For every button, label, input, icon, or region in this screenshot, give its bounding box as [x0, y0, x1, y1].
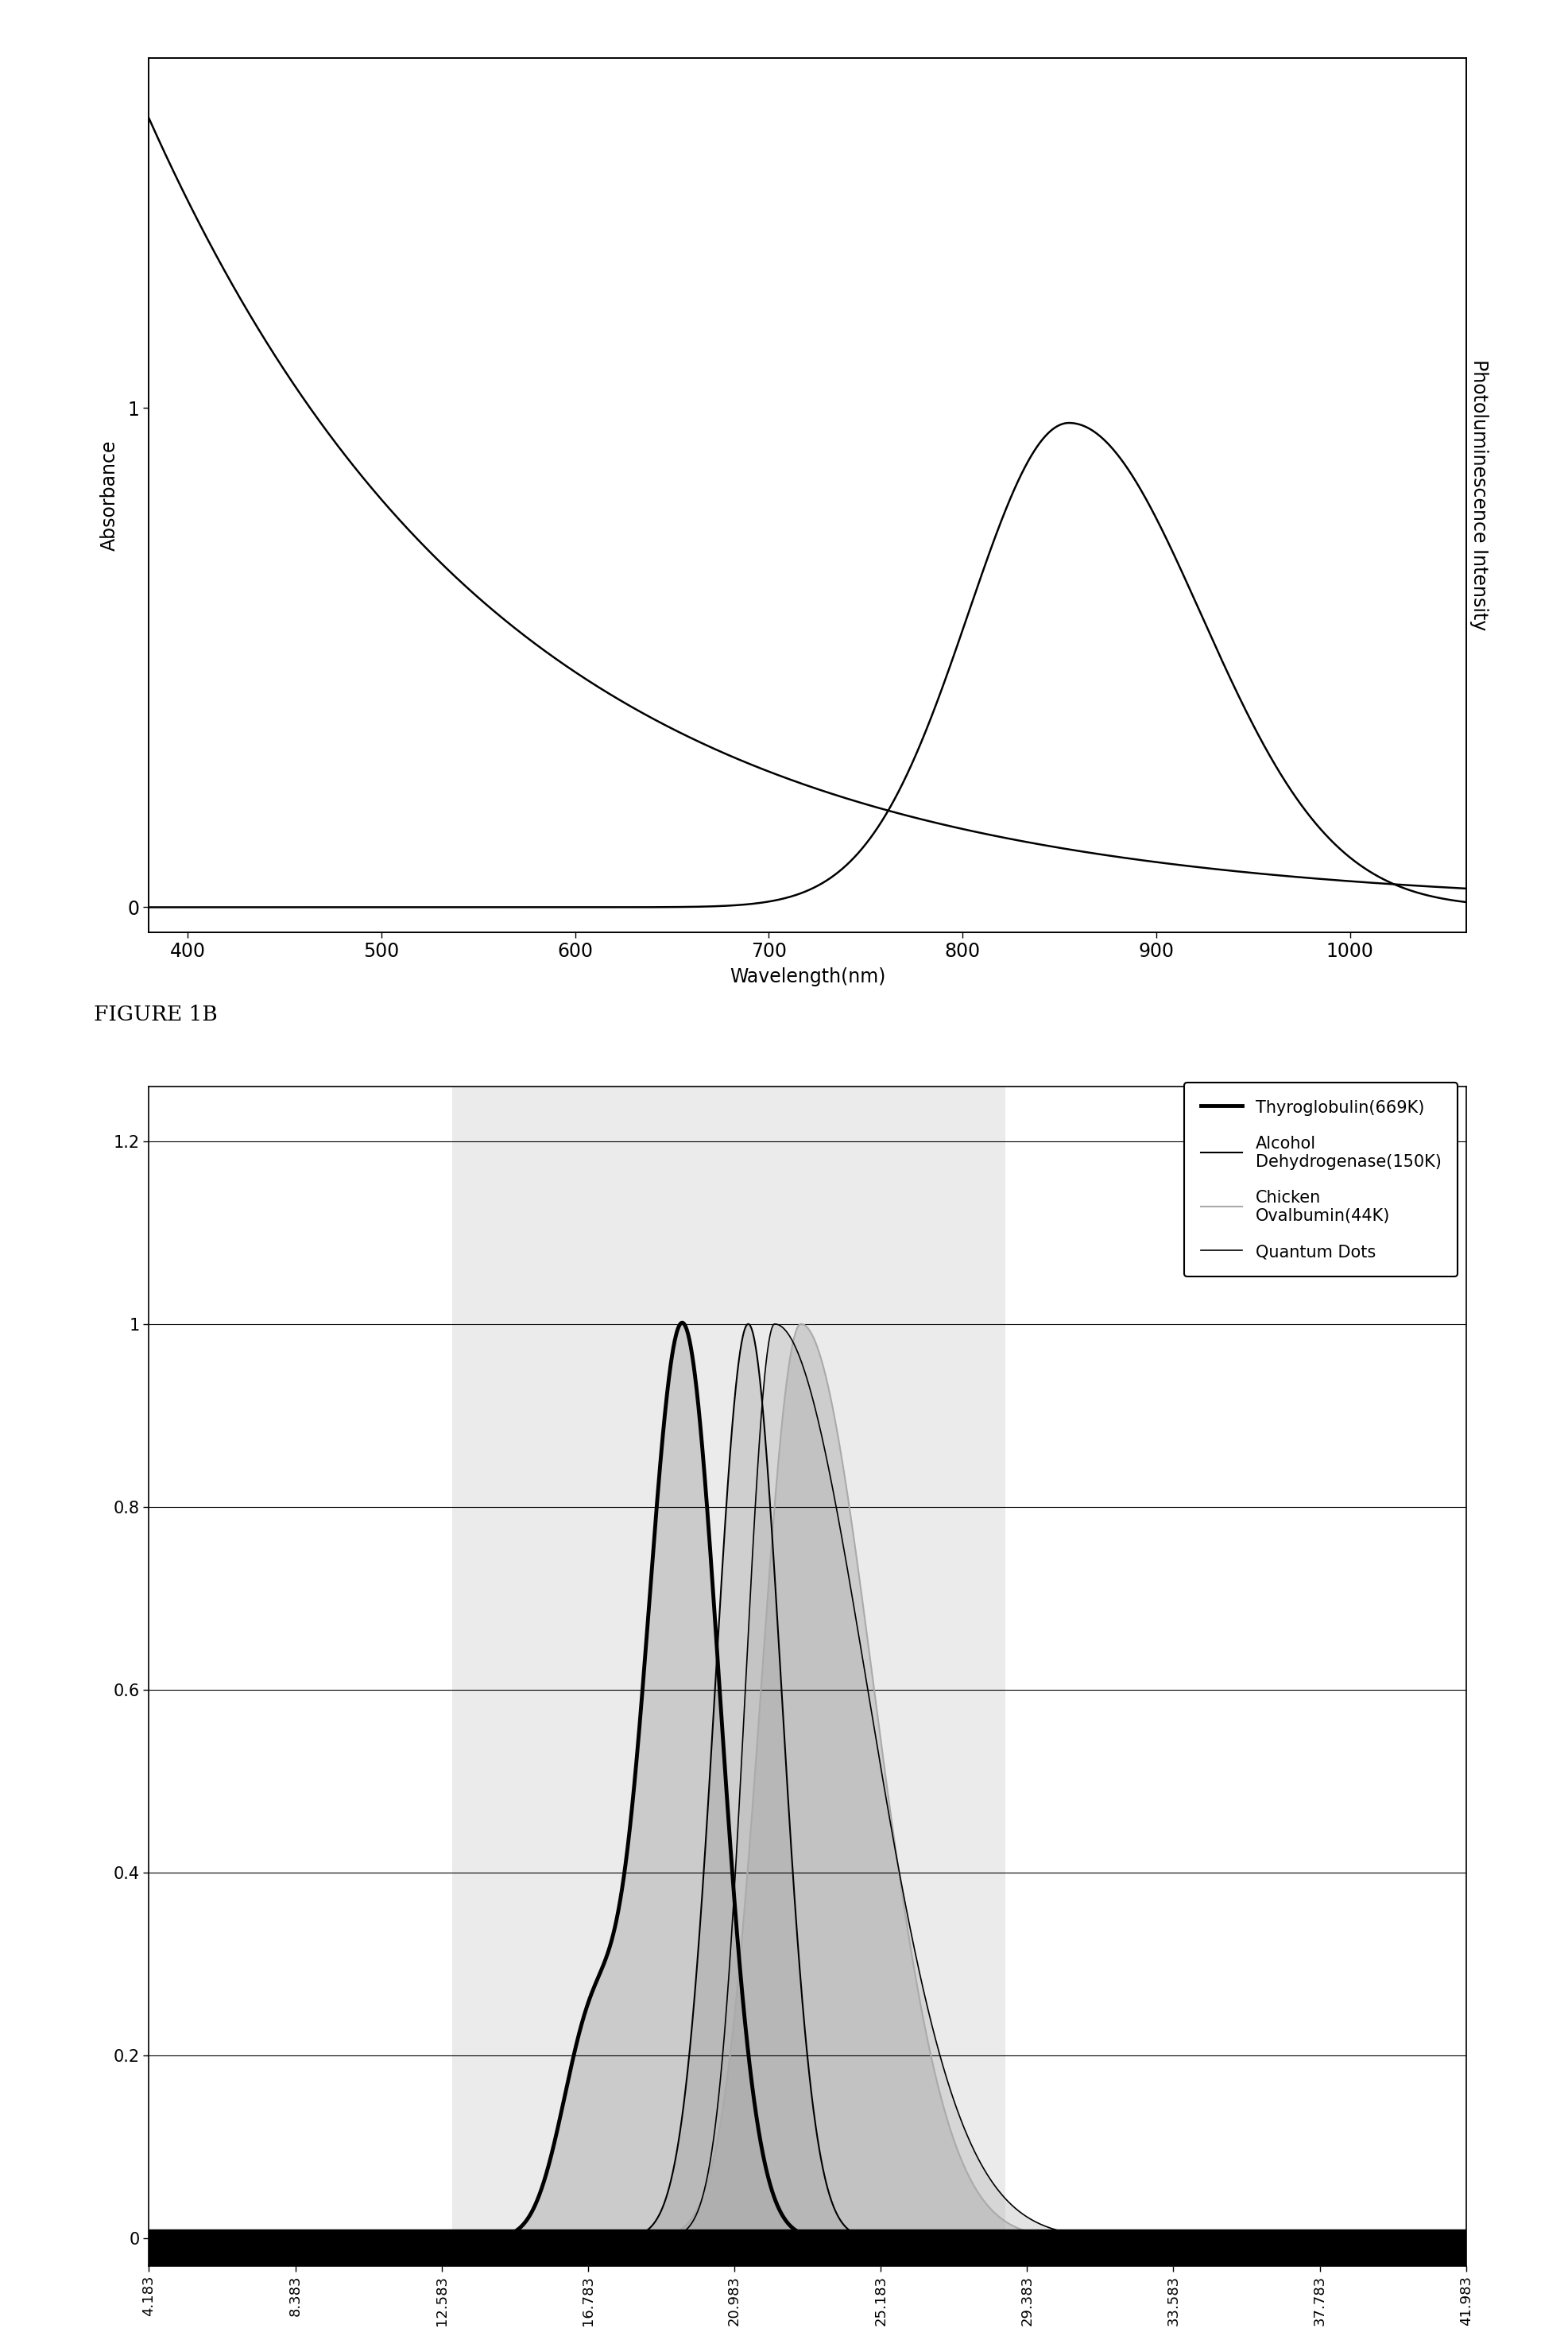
Quantum Dots — [140, 2224, 158, 2252]
Bar — [149, 2229, 1466, 2266]
Y-axis label: Absorbance: Absorbance — [100, 439, 119, 551]
Thyroglobulin(669K) — [644, 1525, 663, 1553]
Alcohol
Dehydrogenase(150K) — [702, 1740, 721, 1768]
Alcohol
Dehydrogenase(150K) — [1432, 2224, 1450, 2252]
Alcohol
Dehydrogenase(150K) — [1289, 2224, 1308, 2252]
Quantum Dots — [765, 1310, 784, 1339]
Chicken
Ovalbumin(44K) — [368, 2224, 387, 2252]
Alcohol
Dehydrogenase(150K) — [644, 2210, 663, 2238]
Thyroglobulin(669K) — [1289, 2224, 1308, 2252]
Chicken
Ovalbumin(44K) — [1432, 2224, 1450, 2252]
Chicken
Ovalbumin(44K) — [1457, 2224, 1475, 2252]
Line: Chicken
Ovalbumin(44K): Chicken Ovalbumin(44K) — [149, 1325, 1466, 2238]
Alcohol
Dehydrogenase(150K) — [290, 2224, 309, 2252]
X-axis label: Wavelength(nm): Wavelength(nm) — [729, 967, 886, 986]
Alcohol
Dehydrogenase(150K) — [739, 1310, 757, 1339]
Line: Thyroglobulin(669K): Thyroglobulin(669K) — [149, 1322, 1466, 2238]
Quantum Dots — [368, 2224, 387, 2252]
Quantum Dots — [644, 2224, 663, 2252]
Thyroglobulin(669K) — [368, 2224, 387, 2252]
Quantum Dots — [1289, 2224, 1308, 2252]
Text: FIGURE 1B: FIGURE 1B — [94, 1004, 218, 1026]
Thyroglobulin(669K) — [140, 2224, 158, 2252]
Line: Quantum Dots: Quantum Dots — [149, 1325, 1466, 2238]
Chicken
Ovalbumin(44K) — [290, 2224, 309, 2252]
Quantum Dots — [290, 2224, 309, 2252]
Legend: Thyroglobulin(669K), Alcohol
Dehydrogenase(150K), Chicken
Ovalbumin(44K), Quantu: Thyroglobulin(669K), Alcohol Dehydrogena… — [1184, 1082, 1458, 1278]
Quantum Dots — [702, 2142, 721, 2170]
Thyroglobulin(669K) — [1432, 2224, 1450, 2252]
Chicken
Ovalbumin(44K) — [792, 1310, 811, 1339]
Chicken
Ovalbumin(44K) — [140, 2224, 158, 2252]
Alcohol
Dehydrogenase(150K) — [1457, 2224, 1475, 2252]
Alcohol
Dehydrogenase(150K) — [140, 2224, 158, 2252]
Chicken
Ovalbumin(44K) — [1289, 2224, 1308, 2252]
Chicken
Ovalbumin(44K) — [644, 2224, 663, 2252]
Alcohol
Dehydrogenase(150K) — [368, 2224, 387, 2252]
Quantum Dots — [1457, 2224, 1475, 2252]
Line: Alcohol
Dehydrogenase(150K): Alcohol Dehydrogenase(150K) — [149, 1325, 1466, 2238]
Thyroglobulin(669K) — [702, 1556, 721, 1584]
Y-axis label: Photoluminescence Intensity: Photoluminescence Intensity — [1469, 360, 1488, 631]
Thyroglobulin(669K) — [673, 1308, 691, 1336]
Thyroglobulin(669K) — [1457, 2224, 1475, 2252]
Quantum Dots — [1432, 2224, 1450, 2252]
Chicken
Ovalbumin(44K) — [702, 2156, 721, 2184]
Thyroglobulin(669K) — [290, 2224, 309, 2252]
